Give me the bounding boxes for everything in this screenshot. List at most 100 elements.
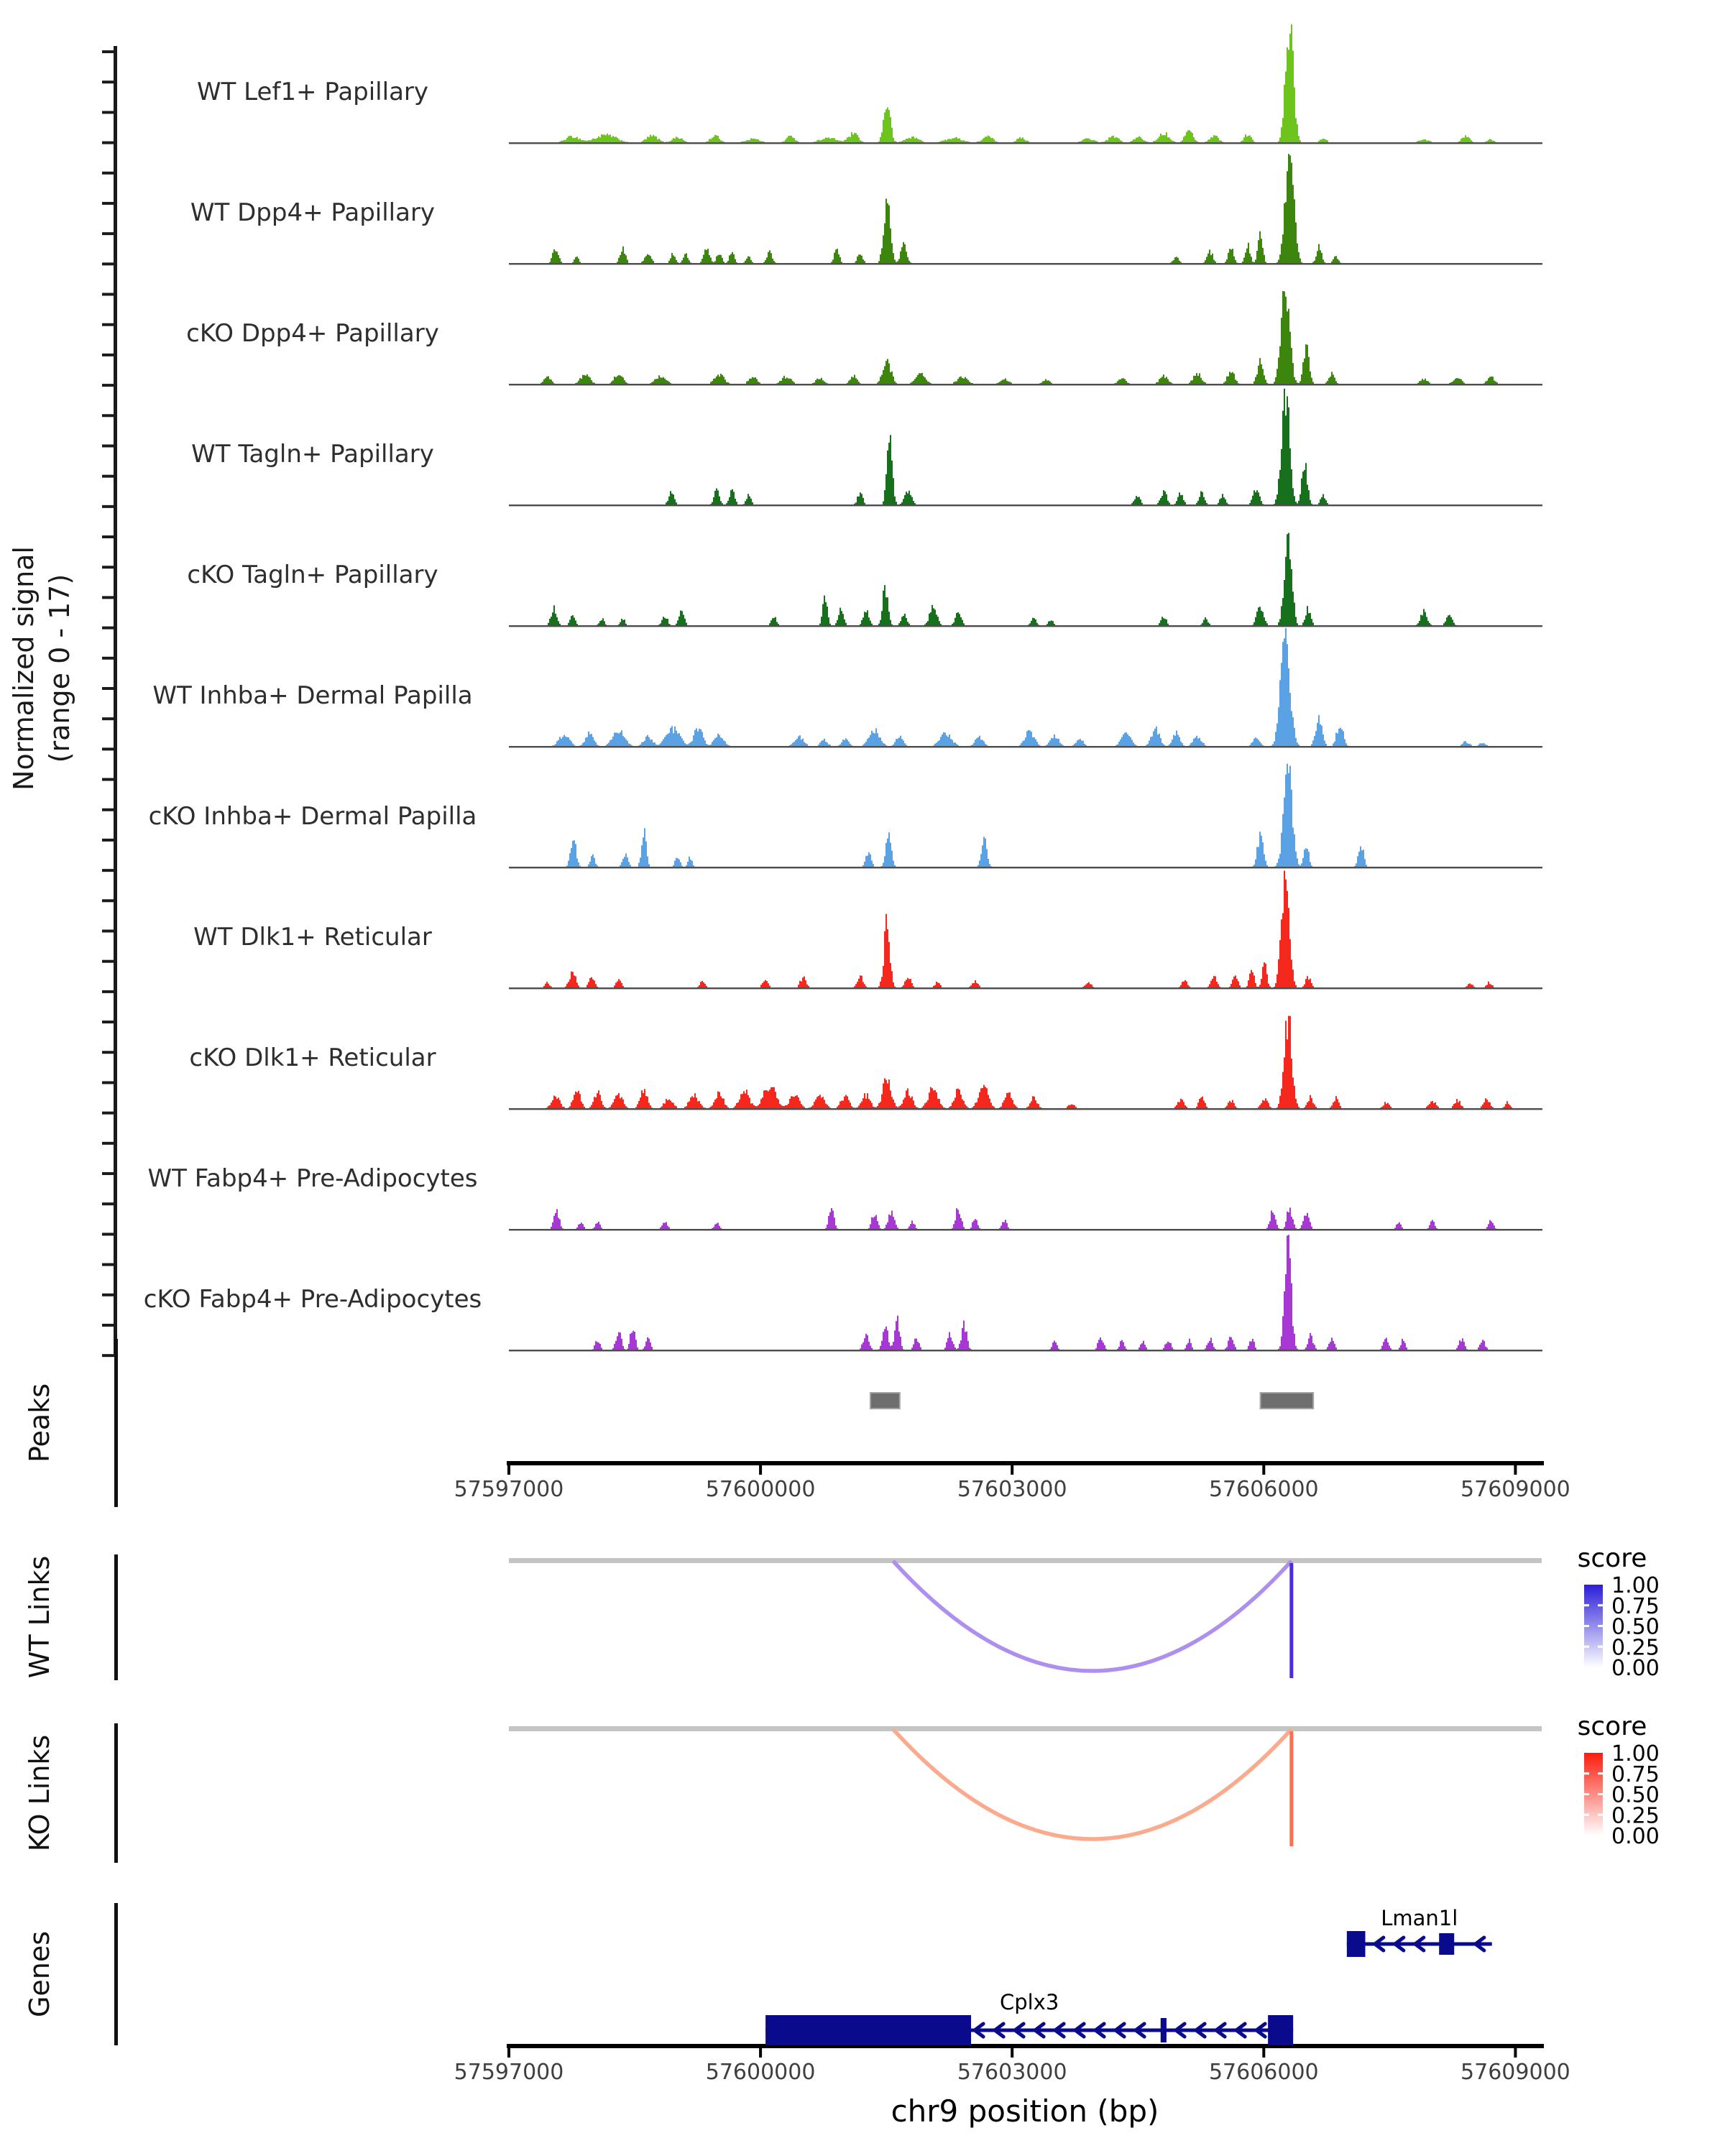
- score-bar-tick: [1598, 1813, 1603, 1816]
- y-axis-tick: [102, 1051, 114, 1054]
- wt-links-legend-title: score: [1578, 1544, 1647, 1573]
- strand-arrow-icon: [1052, 2022, 1066, 2039]
- track-baseline: [509, 263, 1542, 265]
- y-axis-tick: [102, 778, 114, 781]
- track-label: cKO Dlk1+ Reticular: [189, 1044, 436, 1072]
- score-bar-tick: [1598, 1793, 1603, 1795]
- y-axis-tick: [102, 1172, 114, 1176]
- gene-name-label: Cplx3: [1000, 1990, 1059, 2014]
- strand-arrow-icon: [1213, 2022, 1227, 2039]
- peaks-axis-bar: [114, 1339, 118, 1507]
- track-label: WT Fabp4+ Pre-Adipocytes: [148, 1164, 478, 1193]
- strand-arrow-icon: [1472, 1935, 1486, 1953]
- y-axis-tick: [102, 384, 114, 387]
- y-axis-tick: [102, 414, 114, 418]
- section-label-wt-links: WT Links: [24, 1556, 55, 1678]
- coverage-track-area: [510, 763, 1544, 867]
- bottom-axis-tick: [1011, 2048, 1014, 2058]
- y-axis-tick: [102, 1354, 114, 1358]
- region-axis-tick-label: 57597000: [454, 1477, 564, 1502]
- position-axes-layer: 57597000 57600000 57603000 57606000 57609000…: [454, 1461, 1570, 2085]
- y-axis-tick: [102, 111, 114, 114]
- y-axis-tick: [102, 505, 114, 508]
- genes-axis-bar: [114, 1903, 118, 2045]
- score-bar-tick: [1598, 1625, 1603, 1627]
- region-axis-tick-label: 57606000: [1209, 1477, 1319, 1502]
- y-axis-tick: [102, 1263, 114, 1266]
- coverage-track-area: [510, 627, 1544, 747]
- score-bar-tick: [1584, 1793, 1589, 1795]
- region-axis-tick: [507, 1465, 510, 1475]
- y-axis-tick: [102, 353, 114, 356]
- coverage-track-area: [510, 291, 1544, 384]
- y-axis-tick: [102, 201, 114, 205]
- track-baseline: [509, 746, 1542, 748]
- score-bar-tick: [1598, 1604, 1603, 1607]
- score-legends-layer: 1.000.750.500.250.001.000.750.500.250.00: [1584, 1573, 1660, 1849]
- strand-arrow-icon: [1371, 1935, 1386, 1953]
- y-axis-tick: [102, 990, 114, 993]
- y-axis-tick: [102, 292, 114, 296]
- y-axis-tick: [102, 535, 114, 539]
- coverage-track-area: [510, 24, 1544, 144]
- track-label: cKO Dpp4+ Papillary: [186, 319, 439, 348]
- score-bar-tick: [1584, 1604, 1589, 1607]
- x-axis-title: chr9 position (bp): [891, 2093, 1159, 2129]
- score-tick-label: 0.00: [1611, 1656, 1660, 1681]
- peak-interval-box: [869, 1392, 901, 1409]
- ko-links-legend-title: score: [1578, 1712, 1647, 1741]
- gene-exon-box: [765, 2015, 972, 2045]
- section-label-peaks: Peaks: [24, 1383, 55, 1462]
- track-label: cKO Tagln+ Papillary: [187, 561, 438, 589]
- links-layer: [509, 1558, 1542, 1846]
- track-label: cKO Fabp4+ Pre-Adipocytes: [144, 1285, 482, 1314]
- track-label: WT Tagln+ Papillary: [191, 440, 434, 469]
- bottom-axis-tick: [759, 2048, 763, 2058]
- y-axis-tick: [102, 929, 114, 933]
- y-axis-tick: [102, 1293, 114, 1296]
- gene-exon-box: [1346, 1931, 1366, 1957]
- track-baseline: [509, 1108, 1542, 1110]
- coverage-track-area: [510, 1207, 1544, 1230]
- score-tick-label: 0.25: [1611, 1803, 1660, 1828]
- track-label: WT Lef1+ Papillary: [197, 78, 428, 106]
- peaks-layer: [869, 1392, 1315, 1409]
- strand-arrow-icon: [1392, 1935, 1406, 1953]
- track-baseline: [509, 867, 1542, 869]
- y-axis-tick: [102, 262, 114, 266]
- score-tick-label: 0.50: [1611, 1783, 1660, 1808]
- bottom-axis-tick-label: 57603000: [957, 2060, 1067, 2085]
- track-label: WT Dlk1+ Reticular: [193, 923, 432, 952]
- score-tick-label: 0.75: [1611, 1762, 1660, 1787]
- y-axis-tick: [102, 1111, 114, 1115]
- y-axis-tick: [102, 141, 114, 144]
- track-label: WT Dpp4+ Papillary: [190, 198, 435, 227]
- track-baseline: [509, 384, 1542, 386]
- score-bar-tick: [1584, 1772, 1589, 1775]
- y-axis-tick: [102, 838, 114, 842]
- score-bar-tick: [1584, 1645, 1589, 1648]
- track-baseline: [509, 625, 1542, 627]
- section-label-ko-links: KO Links: [24, 1735, 55, 1851]
- y-axis-tick: [102, 1141, 114, 1145]
- wt-links-axis-bar: [114, 1554, 118, 1680]
- region-axis-tick-label: 57609000: [1460, 1477, 1570, 1502]
- strand-arrow-icon: [1112, 2022, 1126, 2039]
- y-axis-tick: [102, 80, 114, 84]
- coverage-track-area: [510, 533, 1544, 626]
- y-axis-tick: [102, 444, 114, 448]
- track-label: cKO Inhba+ Dermal Papilla: [149, 802, 477, 831]
- strand-arrow-icon: [991, 2022, 1006, 2039]
- track-baseline: [509, 987, 1542, 990]
- y-axis-tick: [102, 474, 114, 478]
- y-axis-tick: [102, 899, 114, 903]
- score-bar-tick: [1598, 1645, 1603, 1648]
- score-tick-label: 0.25: [1611, 1635, 1660, 1660]
- bottom-axis-tick: [1262, 2048, 1266, 2058]
- strand-arrow-icon: [1092, 2022, 1106, 2039]
- bottom-axis-tick: [507, 2048, 510, 2058]
- gene-name-label: Lman1l: [1381, 1906, 1458, 1930]
- track-baseline: [509, 505, 1542, 507]
- y-axis-label-line2: (range 0 - 17): [44, 574, 75, 763]
